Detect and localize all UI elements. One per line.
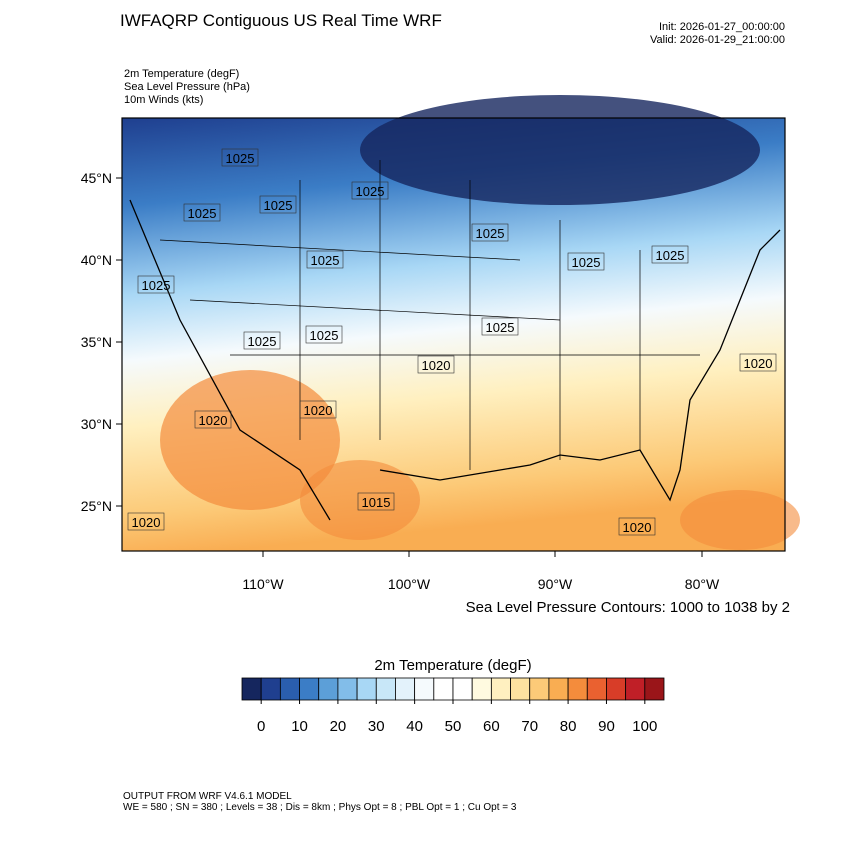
colorbar-box	[510, 677, 531, 701]
colorbar-tick-label: 40	[406, 718, 423, 735]
contour-label-box	[221, 148, 259, 167]
colorbar-box	[490, 677, 511, 701]
lat-label: 35°N	[81, 334, 112, 350]
lon-label: 80°W	[685, 576, 720, 592]
lon-label: 90°W	[538, 576, 573, 592]
state-borders	[159, 160, 700, 470]
colorbar-box	[337, 677, 358, 701]
warm-area	[160, 370, 340, 510]
contour-label-box	[481, 317, 519, 336]
contour-label-box	[417, 355, 455, 374]
lat-label: 30°N	[81, 416, 112, 432]
colorbar-box	[625, 677, 646, 701]
contour-label: 1025	[264, 198, 293, 213]
lon-label: 110°W	[242, 576, 284, 592]
colorbar-box	[644, 677, 665, 701]
colorbar-box	[529, 677, 550, 701]
colorbar-box	[586, 677, 607, 701]
colorbar-box	[395, 677, 416, 701]
colorbar-tick-label: 90	[598, 718, 615, 735]
contour-label: 1025	[310, 328, 339, 343]
map-frame	[121, 117, 786, 552]
colorbar-box	[471, 677, 492, 701]
contour-note: Sea Level Pressure Contours: 1000 to 103…	[466, 599, 790, 616]
contour-label: 1020	[422, 358, 451, 373]
colorbar-box	[567, 677, 588, 701]
contour-label: 1020	[304, 403, 333, 418]
field-label: 10m Winds (kts)	[124, 94, 203, 106]
lat-label: 25°N	[81, 498, 112, 514]
contour-label-box	[306, 250, 344, 269]
contour-label-box	[618, 517, 656, 536]
colorbar-box	[606, 677, 627, 701]
footer-line: WE = 580 ; SN = 380 ; Levels = 38 ; Dis …	[123, 802, 517, 813]
contour-label: 1025	[248, 334, 277, 349]
contour-label: 1025	[311, 253, 340, 268]
colorbar-box	[279, 677, 300, 701]
colorbar-box	[414, 677, 435, 701]
colorbar-tick-label: 0	[257, 718, 265, 735]
colorbar-box	[375, 677, 396, 701]
cold-area	[360, 95, 760, 205]
colorbar-tick-label: 70	[521, 718, 538, 735]
contour-label: 1025	[188, 206, 217, 221]
colorbar-tick-label: 60	[483, 718, 500, 735]
colorbar-tick-label: 50	[445, 718, 462, 735]
contour-label: 1025	[486, 320, 515, 335]
lon-label: 100°W	[388, 576, 431, 592]
contour-label: 1025	[142, 278, 171, 293]
colorbar-box	[452, 677, 473, 701]
field-label: Sea Level Pressure (hPa)	[124, 81, 250, 93]
contour-label-box	[357, 492, 395, 511]
lat-label: 45°N	[81, 170, 112, 186]
colorbar-tick-label: 10	[291, 718, 308, 735]
contour-label: 1025	[356, 184, 385, 199]
contour-label: 1020	[744, 356, 773, 371]
contour-label-box	[243, 331, 281, 350]
contour-label: 1025	[226, 151, 255, 166]
contour-label: 1020	[132, 515, 161, 530]
colorbar-title: 2m Temperature (degF)	[374, 657, 531, 674]
colorbar-box	[433, 677, 454, 701]
lat-label: 40°N	[81, 252, 112, 268]
contour-label-box	[351, 181, 389, 200]
contour-label-box	[137, 275, 175, 294]
contour-label-box	[567, 252, 605, 271]
contour-label-box	[183, 203, 221, 222]
contour-label: 1020	[199, 413, 228, 428]
colorbar-tick-label: 100	[632, 718, 657, 735]
contour-label-box	[651, 245, 689, 264]
contour-label-box	[127, 512, 165, 531]
contour-label-box	[259, 195, 297, 214]
coastline	[129, 199, 781, 521]
init-time: Init: 2026-01-27_00:00:00	[659, 21, 785, 33]
colorbar-box	[241, 677, 262, 701]
contour-label-box	[194, 410, 232, 429]
contour-label: 1025	[656, 248, 685, 263]
contour-label-box	[305, 325, 343, 344]
warm-area	[680, 490, 800, 550]
colorbar-box	[548, 677, 569, 701]
title: IWFAQRP Contiguous US Real Time WRF	[120, 11, 442, 30]
map	[121, 95, 800, 552]
colorbar-box	[299, 677, 320, 701]
contour-label: 1025	[476, 226, 505, 241]
field-label: 2m Temperature (degF)	[124, 68, 239, 80]
colorbar-box	[318, 677, 339, 701]
colorbar-tick-label: 30	[368, 718, 385, 735]
colorbar-box	[260, 677, 281, 701]
valid-time: Valid: 2026-01-29_21:00:00	[650, 34, 785, 46]
colorbar-tick-label: 20	[330, 718, 347, 735]
contour-label: 1015	[362, 495, 391, 510]
contour-label: 1025	[572, 255, 601, 270]
contour-label-box	[299, 400, 337, 419]
colorbar-tick-label: 80	[560, 718, 577, 735]
contour-label-box	[471, 223, 509, 242]
contour-label-box	[739, 353, 777, 372]
footer-line: OUTPUT FROM WRF V4.6.1 MODEL	[123, 791, 292, 802]
contour-label: 1020	[623, 520, 652, 535]
colorbar-box	[356, 677, 377, 701]
